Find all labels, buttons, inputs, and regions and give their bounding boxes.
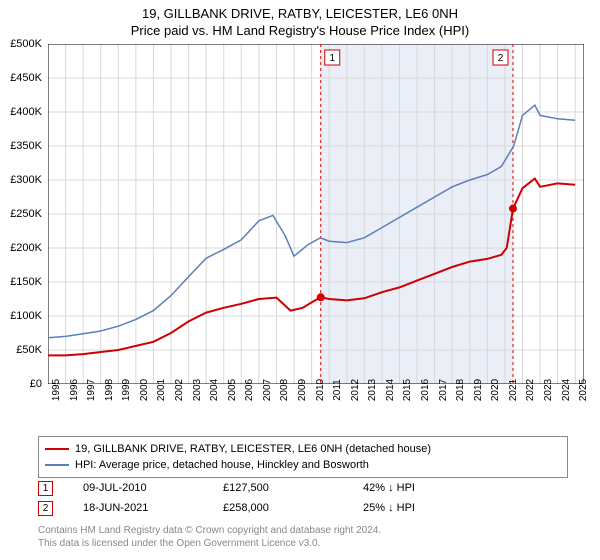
x-tick-label: 2001: [156, 379, 167, 401]
x-tick-label: 1996: [69, 379, 80, 401]
x-tick-label: 2000: [139, 379, 150, 401]
chart-title: 19, GILLBANK DRIVE, RATBY, LEICESTER, LE…: [0, 6, 600, 21]
marker-row: 2 18-JUN-2021 £258,000 25% ↓ HPI: [38, 498, 568, 518]
x-tick-label: 2022: [525, 379, 536, 401]
x-tick-label: 2012: [350, 379, 361, 401]
x-tick-label: 2023: [543, 379, 554, 401]
x-tick-label: 2004: [209, 379, 220, 401]
x-tick-label: 1998: [104, 379, 115, 401]
x-tick-label: 2003: [192, 379, 203, 401]
x-axis-labels: 1995199619971998199920002001200220032004…: [48, 386, 584, 436]
marker-price: £258,000: [223, 502, 333, 514]
y-tick-label: £150K: [10, 276, 42, 288]
marker-table: 1 09-JUL-2010 £127,500 42% ↓ HPI 2 18-JUN-202…: [38, 478, 568, 518]
x-tick-label: 2009: [297, 379, 308, 401]
x-tick-label: 2011: [332, 379, 343, 401]
x-tick-label: 2017: [438, 379, 449, 401]
x-tick-label: 2007: [262, 379, 273, 401]
legend-item-property: 19, GILLBANK DRIVE, RATBY, LEICESTER, LE…: [45, 441, 561, 457]
chart-subtitle: Price paid vs. HM Land Registry's House …: [0, 23, 600, 38]
y-tick-label: £200K: [10, 242, 42, 254]
x-tick-label: 2025: [578, 379, 589, 401]
x-tick-label: 1997: [86, 379, 97, 401]
x-tick-label: 2013: [367, 379, 378, 401]
marker-date: 09-JUL-2010: [83, 482, 193, 494]
chart-container: 19, GILLBANK DRIVE, RATBY, LEICESTER, LE…: [0, 0, 600, 560]
y-tick-label: £350K: [10, 140, 42, 152]
marker-row: 1 09-JUL-2010 £127,500 42% ↓ HPI: [38, 478, 568, 498]
y-tick-label: £50K: [16, 344, 42, 356]
marker-number-box: 1: [38, 481, 53, 496]
marker-date: 18-JUN-2021: [83, 502, 193, 514]
legend-label-property: 19, GILLBANK DRIVE, RATBY, LEICESTER, LE…: [75, 443, 431, 455]
x-tick-label: 2002: [174, 379, 185, 401]
marker-price: £127,500: [223, 482, 333, 494]
x-tick-label: 2008: [279, 379, 290, 401]
x-tick-label: 2015: [402, 379, 413, 401]
x-tick-label: 2024: [561, 379, 572, 401]
y-tick-label: £300K: [10, 174, 42, 186]
x-tick-label: 2019: [473, 379, 484, 401]
x-tick-label: 2010: [315, 379, 326, 401]
x-tick-label: 1999: [121, 379, 132, 401]
legend-swatch-hpi: [45, 464, 69, 466]
x-tick-label: 2020: [490, 379, 501, 401]
footer: Contains HM Land Registry data © Crown c…: [38, 524, 568, 550]
legend: 19, GILLBANK DRIVE, RATBY, LEICESTER, LE…: [38, 436, 568, 478]
chart-svg: 12: [48, 44, 584, 384]
y-tick-label: £400K: [10, 106, 42, 118]
y-axis-labels: £0£50K£100K£150K£200K£250K£300K£350K£400…: [0, 44, 46, 384]
svg-text:1: 1: [329, 53, 335, 64]
x-tick-label: 2018: [455, 379, 466, 401]
footer-line1: Contains HM Land Registry data © Crown c…: [38, 524, 568, 537]
footer-line2: This data is licensed under the Open Gov…: [38, 537, 568, 550]
legend-swatch-property: [45, 448, 69, 450]
title-block: 19, GILLBANK DRIVE, RATBY, LEICESTER, LE…: [0, 0, 600, 38]
x-tick-label: 1995: [51, 379, 62, 401]
y-tick-label: £450K: [10, 72, 42, 84]
y-tick-label: £0: [30, 378, 42, 390]
x-tick-label: 2016: [420, 379, 431, 401]
legend-item-hpi: HPI: Average price, detached house, Hinc…: [45, 457, 561, 473]
marker-delta: 42% ↓ HPI: [363, 482, 473, 494]
y-tick-label: £500K: [10, 38, 42, 50]
x-tick-label: 2005: [227, 379, 238, 401]
x-tick-label: 2006: [244, 379, 255, 401]
svg-text:2: 2: [498, 53, 504, 64]
x-tick-label: 2021: [508, 379, 519, 401]
marker-delta: 25% ↓ HPI: [363, 502, 473, 514]
legend-label-hpi: HPI: Average price, detached house, Hinc…: [75, 459, 369, 471]
marker-number-box: 2: [38, 501, 53, 516]
x-tick-label: 2014: [385, 379, 396, 401]
chart-area: 12: [48, 44, 584, 384]
y-tick-label: £250K: [10, 208, 42, 220]
y-tick-label: £100K: [10, 310, 42, 322]
